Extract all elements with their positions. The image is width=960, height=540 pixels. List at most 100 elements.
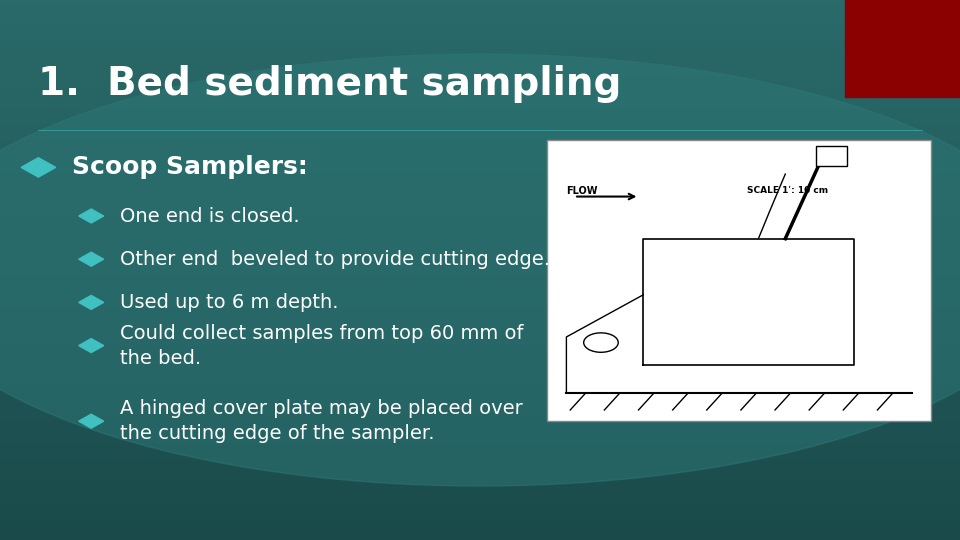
Bar bbox=[0, 389, 960, 394]
Bar bbox=[0, 113, 960, 119]
Bar bbox=[0, 464, 960, 470]
Bar bbox=[0, 340, 960, 346]
Bar bbox=[0, 189, 960, 194]
Bar bbox=[0, 491, 960, 497]
Bar bbox=[0, 227, 960, 232]
Bar bbox=[0, 254, 960, 259]
Bar bbox=[0, 130, 960, 135]
Polygon shape bbox=[21, 158, 56, 177]
Bar bbox=[0, 421, 960, 427]
Bar bbox=[0, 346, 960, 351]
Bar bbox=[547, 140, 931, 421]
Bar bbox=[0, 103, 960, 108]
Bar bbox=[0, 221, 960, 227]
Bar bbox=[0, 319, 960, 324]
Bar bbox=[0, 184, 960, 189]
Polygon shape bbox=[79, 339, 104, 353]
Bar bbox=[0, 405, 960, 410]
Bar bbox=[0, 286, 960, 292]
Bar bbox=[0, 524, 960, 529]
Bar bbox=[0, 410, 960, 416]
Bar bbox=[0, 162, 960, 167]
Bar bbox=[0, 437, 960, 443]
Bar bbox=[0, 308, 960, 313]
Bar bbox=[0, 281, 960, 286]
Bar bbox=[0, 92, 960, 97]
Bar bbox=[0, 86, 960, 92]
Bar bbox=[0, 394, 960, 400]
Bar bbox=[0, 173, 960, 178]
Bar bbox=[0, 200, 960, 205]
Bar bbox=[0, 518, 960, 524]
Bar bbox=[0, 11, 960, 16]
Bar bbox=[0, 448, 960, 454]
Bar bbox=[0, 119, 960, 124]
Bar bbox=[0, 81, 960, 86]
Bar bbox=[0, 443, 960, 448]
Bar bbox=[0, 351, 960, 356]
Bar bbox=[845, 0, 960, 97]
Bar bbox=[0, 216, 960, 221]
Bar bbox=[0, 194, 960, 200]
Bar bbox=[0, 108, 960, 113]
Bar bbox=[0, 481, 960, 486]
Bar bbox=[0, 416, 960, 421]
Bar bbox=[0, 265, 960, 270]
Bar bbox=[0, 502, 960, 508]
Text: One end is closed.: One end is closed. bbox=[120, 206, 300, 226]
Text: Could collect samples from top 60 mm of
the bed.: Could collect samples from top 60 mm of … bbox=[120, 323, 523, 368]
Bar bbox=[0, 497, 960, 502]
Bar bbox=[0, 513, 960, 518]
Bar bbox=[0, 5, 960, 11]
Text: 1.  Bed sediment sampling: 1. Bed sediment sampling bbox=[38, 65, 622, 103]
Bar bbox=[0, 259, 960, 265]
Bar bbox=[0, 32, 960, 38]
Bar bbox=[0, 146, 960, 151]
Bar bbox=[0, 43, 960, 49]
Text: Scoop Samplers:: Scoop Samplers: bbox=[72, 156, 308, 179]
Bar bbox=[0, 383, 960, 389]
Polygon shape bbox=[79, 414, 104, 428]
Bar bbox=[0, 70, 960, 76]
Text: SCALE 1ʹ: 10 cm: SCALE 1ʹ: 10 cm bbox=[747, 186, 828, 195]
Bar bbox=[0, 356, 960, 362]
Bar bbox=[0, 270, 960, 275]
Bar bbox=[0, 232, 960, 238]
Bar bbox=[0, 335, 960, 340]
Text: Other end  beveled to provide cutting edge.: Other end beveled to provide cutting edg… bbox=[120, 249, 550, 269]
Bar bbox=[0, 135, 960, 140]
Bar bbox=[816, 146, 847, 166]
Ellipse shape bbox=[0, 54, 960, 486]
Bar bbox=[0, 475, 960, 481]
Text: A hinged cover plate may be placed over
the cutting edge of the sampler.: A hinged cover plate may be placed over … bbox=[120, 399, 523, 443]
Bar bbox=[0, 140, 960, 146]
Text: FLOW: FLOW bbox=[566, 186, 598, 196]
Bar bbox=[0, 211, 960, 216]
Bar bbox=[0, 400, 960, 405]
Bar bbox=[0, 427, 960, 432]
Bar bbox=[0, 529, 960, 535]
Bar bbox=[0, 459, 960, 464]
Bar bbox=[0, 178, 960, 184]
Bar bbox=[0, 22, 960, 27]
Bar bbox=[0, 151, 960, 157]
Bar bbox=[0, 378, 960, 383]
Bar bbox=[0, 535, 960, 540]
Bar bbox=[0, 124, 960, 130]
Bar bbox=[0, 205, 960, 211]
Bar bbox=[0, 167, 960, 173]
Bar bbox=[0, 470, 960, 475]
Polygon shape bbox=[79, 209, 104, 223]
Bar bbox=[0, 292, 960, 297]
Bar bbox=[0, 27, 960, 32]
Bar bbox=[0, 324, 960, 329]
Bar bbox=[0, 49, 960, 54]
Bar bbox=[0, 297, 960, 302]
Bar bbox=[0, 238, 960, 243]
Bar bbox=[0, 432, 960, 437]
Bar bbox=[0, 76, 960, 81]
Bar bbox=[0, 65, 960, 70]
Bar bbox=[0, 362, 960, 367]
Bar bbox=[0, 373, 960, 378]
Text: Used up to 6 m depth.: Used up to 6 m depth. bbox=[120, 293, 339, 312]
